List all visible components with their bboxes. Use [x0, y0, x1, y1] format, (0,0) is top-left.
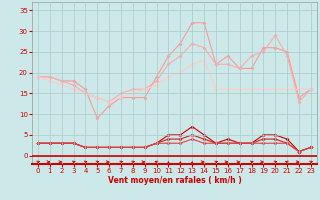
X-axis label: Vent moyen/en rafales ( km/h ): Vent moyen/en rafales ( km/h ) — [108, 176, 241, 185]
